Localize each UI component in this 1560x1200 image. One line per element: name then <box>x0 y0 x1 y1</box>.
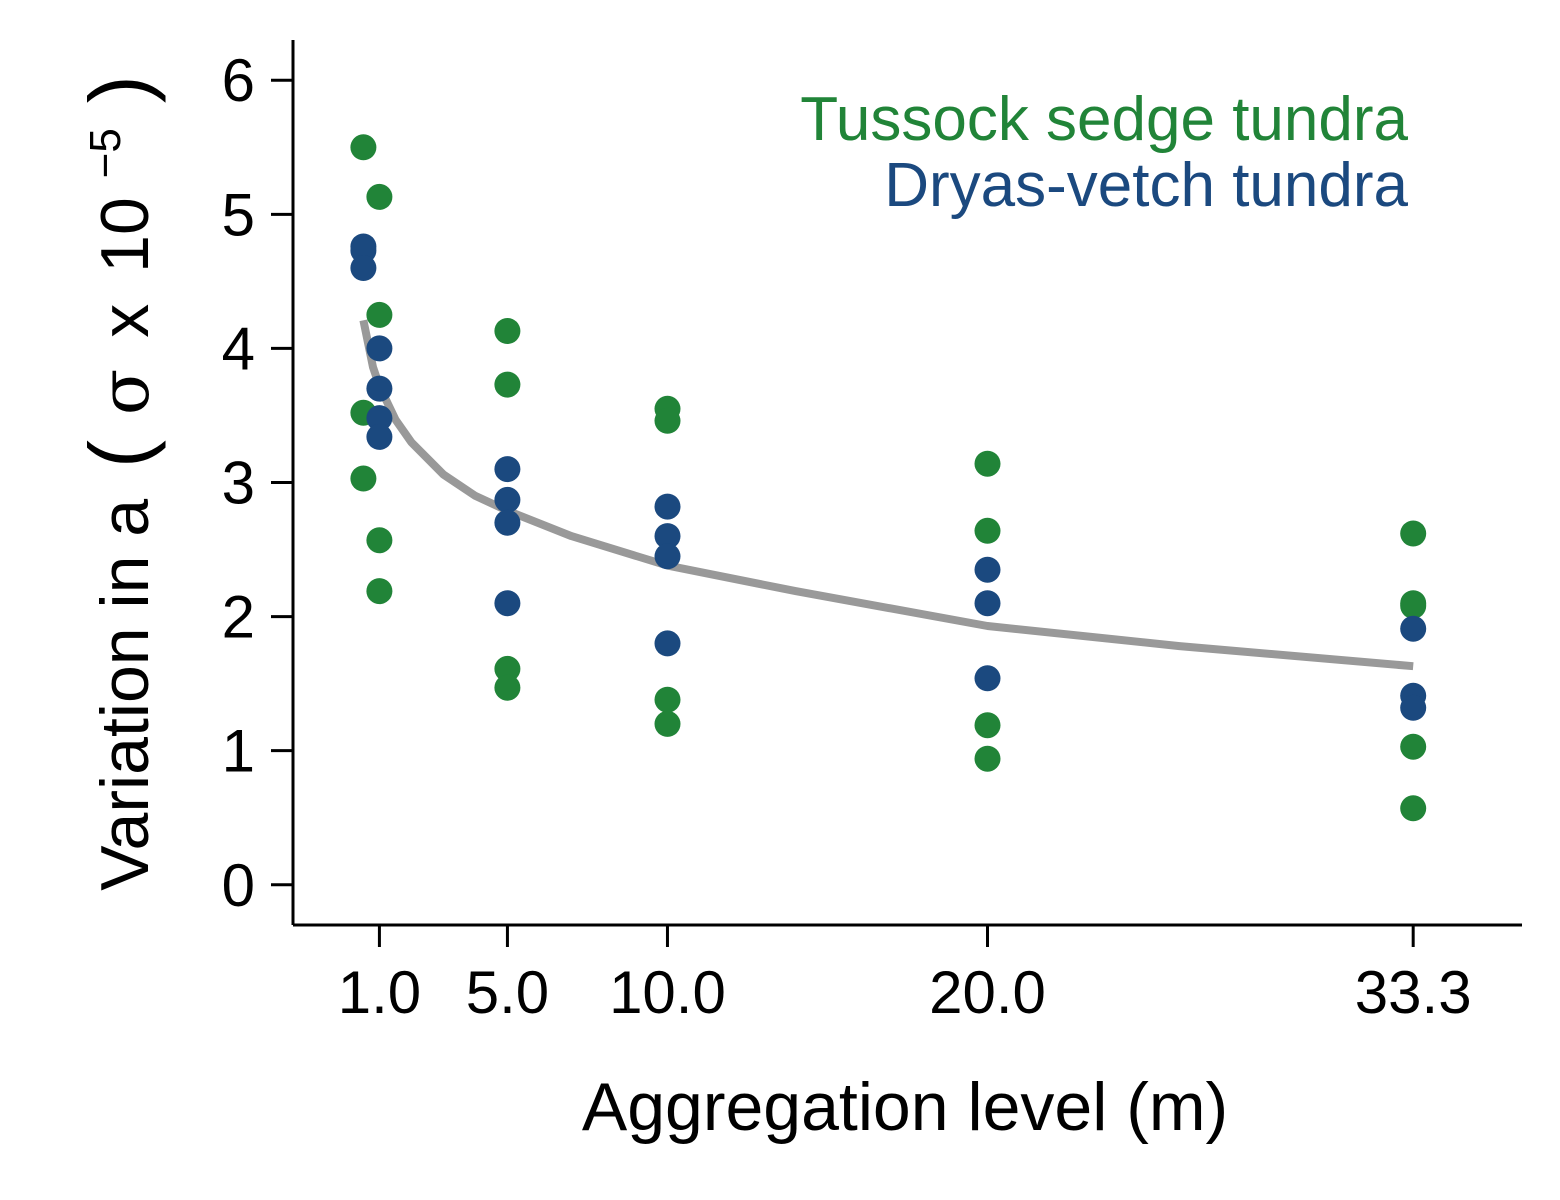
y-tick-label: 3 <box>222 450 255 517</box>
data-point-tussock <box>1400 733 1427 760</box>
y-tick-label: 6 <box>222 47 255 114</box>
y-axis-title-sigma: σ <box>86 369 165 415</box>
data-point-dryas <box>654 543 681 570</box>
data-point-dryas <box>366 375 393 402</box>
data-point-dryas <box>974 590 1001 617</box>
data-point-tussock <box>494 655 521 682</box>
data-point-dryas <box>974 665 1001 692</box>
fit-layer <box>359 319 1414 671</box>
data-point-tussock <box>494 371 521 398</box>
y-tick-label: 2 <box>222 584 255 651</box>
y-axis-title-times: x <box>87 304 163 338</box>
data-point-tussock <box>350 465 377 492</box>
legend-entry-dryas: Dryas-vetch tundra <box>884 151 1408 220</box>
data-point-tussock <box>366 183 393 210</box>
data-point-tussock <box>1400 592 1427 619</box>
data-point-dryas <box>366 335 393 362</box>
data-point-dryas <box>654 523 681 550</box>
data-point-dryas <box>1400 615 1427 642</box>
y-tick-label: 0 <box>222 852 255 919</box>
data-point-tussock <box>366 527 393 554</box>
data-point-tussock <box>494 318 521 344</box>
data-point-tussock <box>654 710 681 737</box>
x-tick-label: 1.0 <box>338 959 421 1026</box>
y-tick-label: 1 <box>222 718 255 785</box>
y-axis-title-base: 10 <box>87 197 163 273</box>
x-tick-label: 33.3 <box>1355 959 1472 1026</box>
data-point-dryas <box>494 590 521 617</box>
fit-curve <box>359 319 1414 671</box>
data-point-tussock <box>654 686 681 713</box>
y-axis-title-open-paren: ( <box>72 440 166 468</box>
data-point-dryas <box>366 405 393 432</box>
points-layer <box>350 134 1427 822</box>
data-point-tussock <box>974 517 1001 544</box>
y-axis-title: Variation in a ( σ x 10 −5 ) <box>59 75 166 891</box>
data-point-tussock <box>366 578 393 605</box>
y-tick-label: 4 <box>222 315 255 382</box>
data-point-dryas <box>1400 694 1427 721</box>
data-point-tussock <box>494 674 521 701</box>
svg-text:Variation in a ( σ: Variation in a ( σ x 10 −5 ) <box>59 75 166 891</box>
x-ticks: 1.0 5.0 10.0 20.0 33.3 <box>338 925 1472 1026</box>
data-point-tussock <box>350 134 377 161</box>
data-point-tussock <box>1400 795 1427 822</box>
data-point-tussock <box>366 301 393 328</box>
legend: Tussock sedge tundra Dryas-vetch tundra <box>800 85 1408 220</box>
y-ticks: 0 1 2 3 4 5 6 <box>222 47 293 919</box>
y-axis-title-prefix: Variation in a <box>87 499 163 891</box>
data-point-dryas <box>494 456 521 483</box>
data-point-dryas <box>366 423 393 450</box>
data-point-dryas <box>494 509 521 536</box>
legend-entry-tussock: Tussock sedge tundra <box>800 85 1408 154</box>
data-point-dryas <box>494 486 521 513</box>
data-point-dryas <box>654 493 681 520</box>
x-tick-label: 20.0 <box>929 959 1046 1026</box>
data-point-tussock <box>974 712 1001 739</box>
data-point-tussock <box>1400 520 1427 547</box>
x-axis-title: Aggregation level (m) <box>582 1069 1228 1145</box>
data-point-dryas <box>350 255 377 281</box>
x-tick-label: 5.0 <box>466 959 549 1026</box>
data-point-dryas <box>654 630 681 657</box>
x-tick-label: 10.0 <box>609 959 726 1026</box>
y-axis-title-close-paren: ) <box>72 75 166 103</box>
y-axis-title-exponent: −5 <box>81 128 130 178</box>
data-point-tussock <box>974 450 1001 477</box>
data-point-tussock <box>654 407 681 434</box>
y-tick-label: 5 <box>222 181 255 248</box>
data-point-tussock <box>974 745 1001 772</box>
data-point-dryas <box>974 556 1001 583</box>
